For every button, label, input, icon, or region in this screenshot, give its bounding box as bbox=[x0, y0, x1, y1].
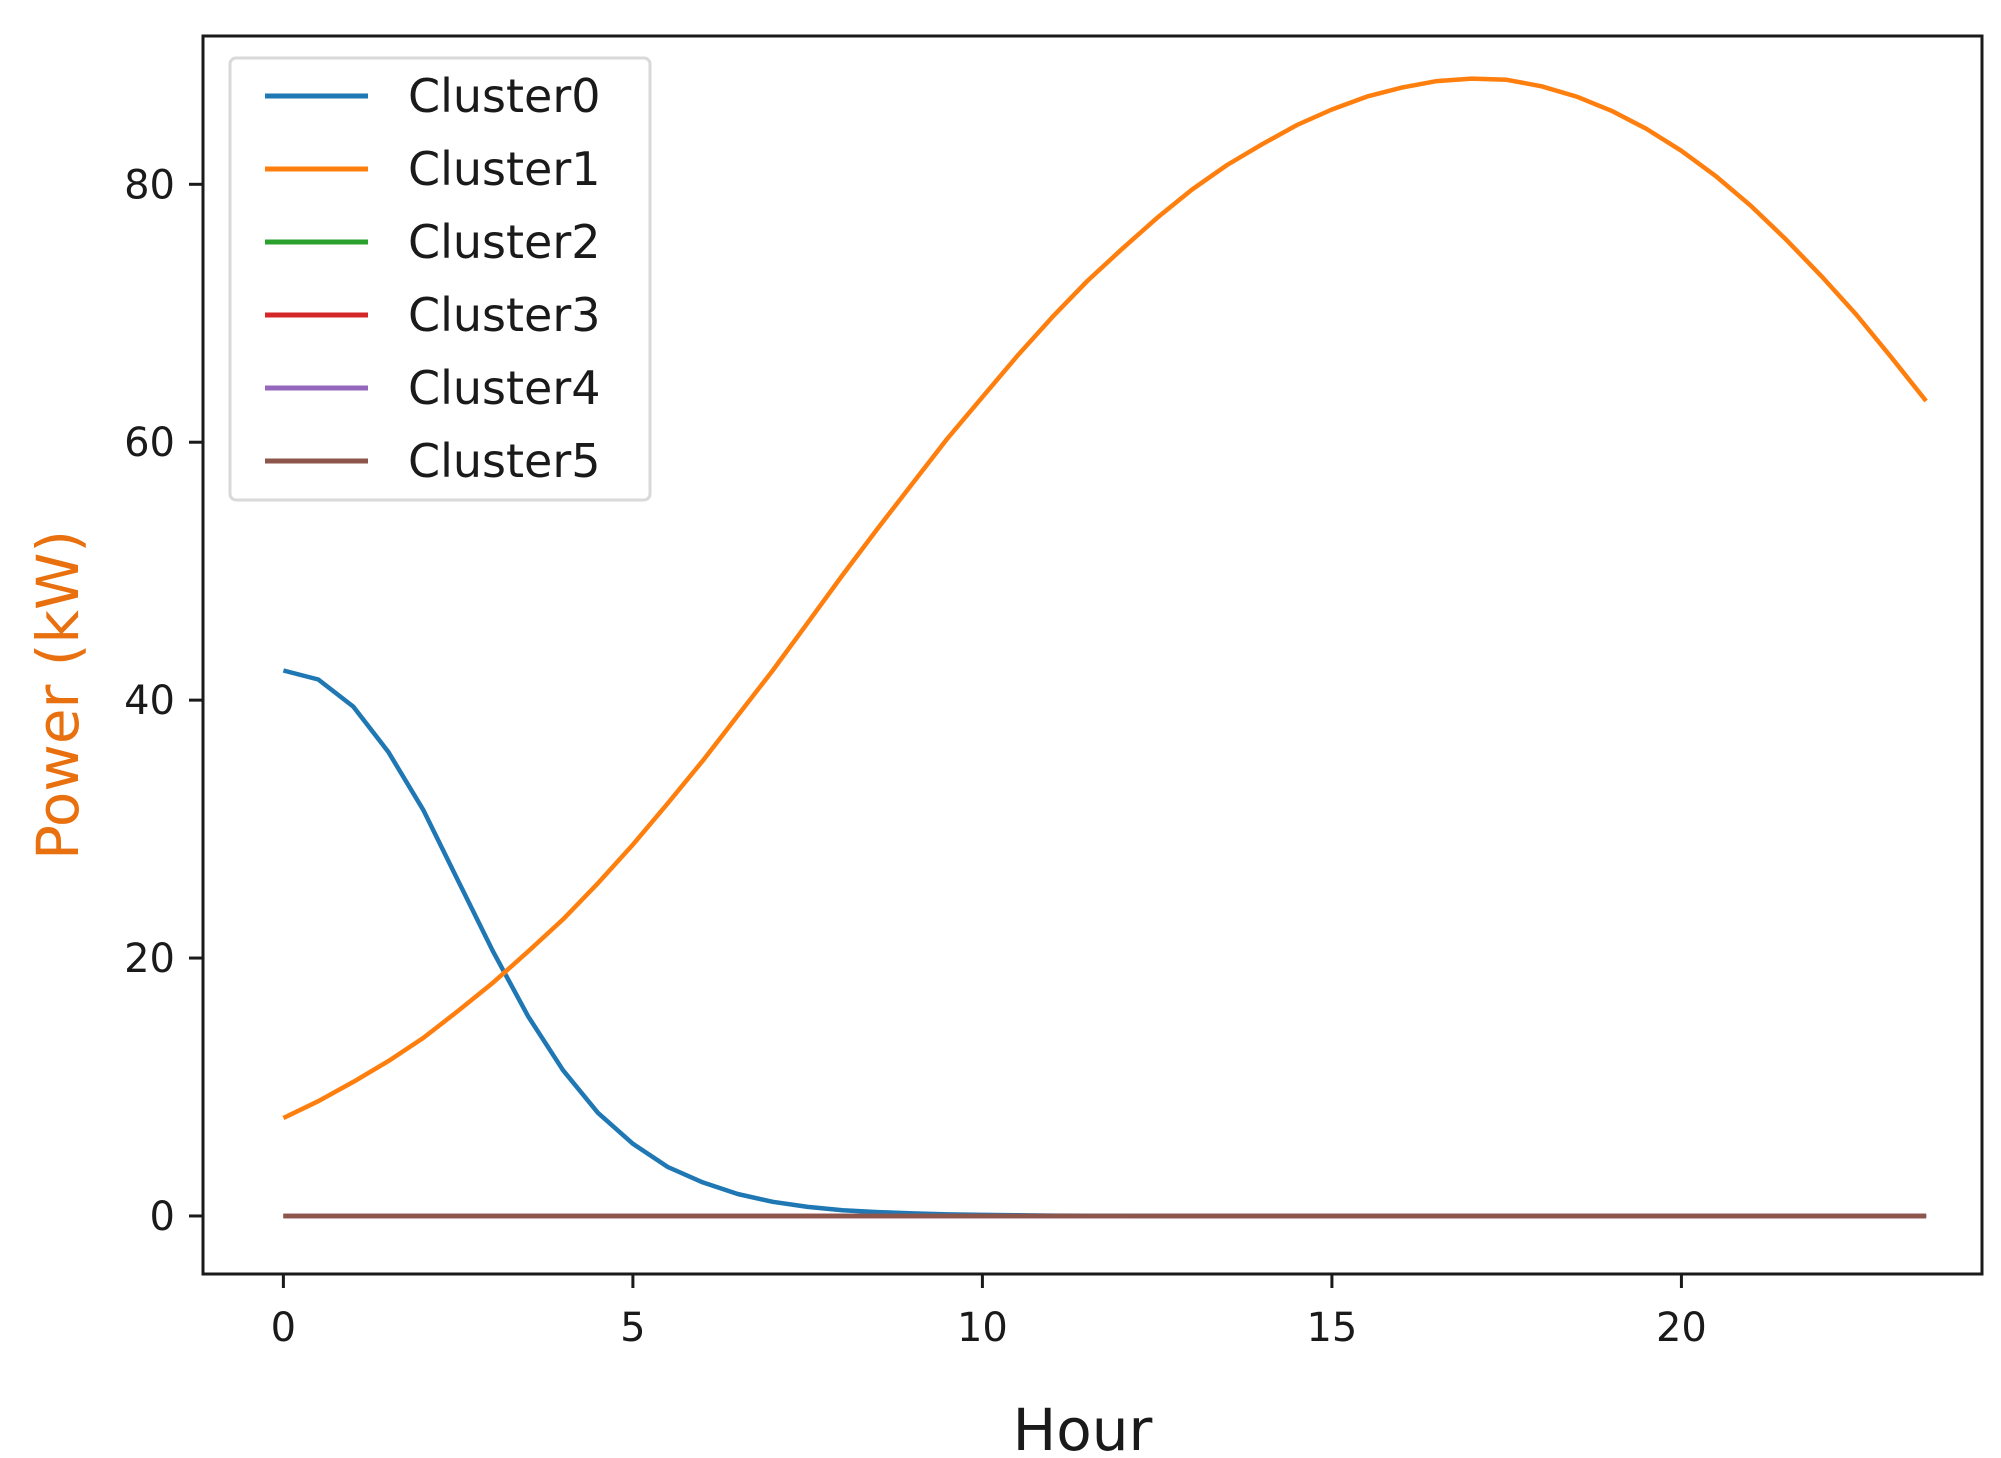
axis-ticks: 0 5 10 15 20 0 20 40 60 80 bbox=[124, 162, 1707, 1351]
x-axis-label: Hour bbox=[1013, 1396, 1153, 1458]
legend-item-cluster4: Cluster4 bbox=[265, 361, 601, 415]
legend-label: Cluster3 bbox=[408, 288, 601, 342]
plot-frame bbox=[201, 34, 1984, 1276]
series-layer bbox=[282, 76, 1928, 1219]
y-tick-label: 0 bbox=[150, 1194, 175, 1240]
y-tick-label: 60 bbox=[124, 420, 175, 466]
x-tick-label: 20 bbox=[1656, 1305, 1707, 1351]
legend-item-cluster0: Cluster0 bbox=[265, 69, 601, 123]
legend-label: Cluster1 bbox=[408, 142, 601, 196]
x-tick-label: 10 bbox=[957, 1305, 1008, 1351]
series-line-cluster1 bbox=[282, 76, 1928, 1121]
x-tick-label: 0 bbox=[271, 1305, 296, 1351]
legend-label: Cluster0 bbox=[408, 69, 601, 123]
legend-item-cluster1: Cluster1 bbox=[265, 142, 601, 196]
legend-label: Cluster4 bbox=[408, 361, 601, 415]
y-tick-label: 40 bbox=[124, 678, 175, 724]
legend-label: Cluster2 bbox=[408, 215, 601, 269]
legend-item-cluster3: Cluster3 bbox=[265, 288, 601, 342]
legend-item-cluster2: Cluster2 bbox=[265, 215, 601, 269]
x-tick-label: 15 bbox=[1306, 1305, 1357, 1351]
legend: Cluster0 Cluster1 Cluster2 Cluster3 Cluster4… bbox=[228, 56, 652, 502]
legend-item-cluster5: Cluster5 bbox=[265, 434, 601, 488]
legend-label: Cluster5 bbox=[408, 434, 601, 488]
y-tick-label: 80 bbox=[124, 162, 175, 208]
y-axis-label: Power (kW) bbox=[24, 530, 92, 860]
x-tick-label: 5 bbox=[620, 1305, 645, 1351]
y-tick-label: 20 bbox=[124, 936, 175, 982]
